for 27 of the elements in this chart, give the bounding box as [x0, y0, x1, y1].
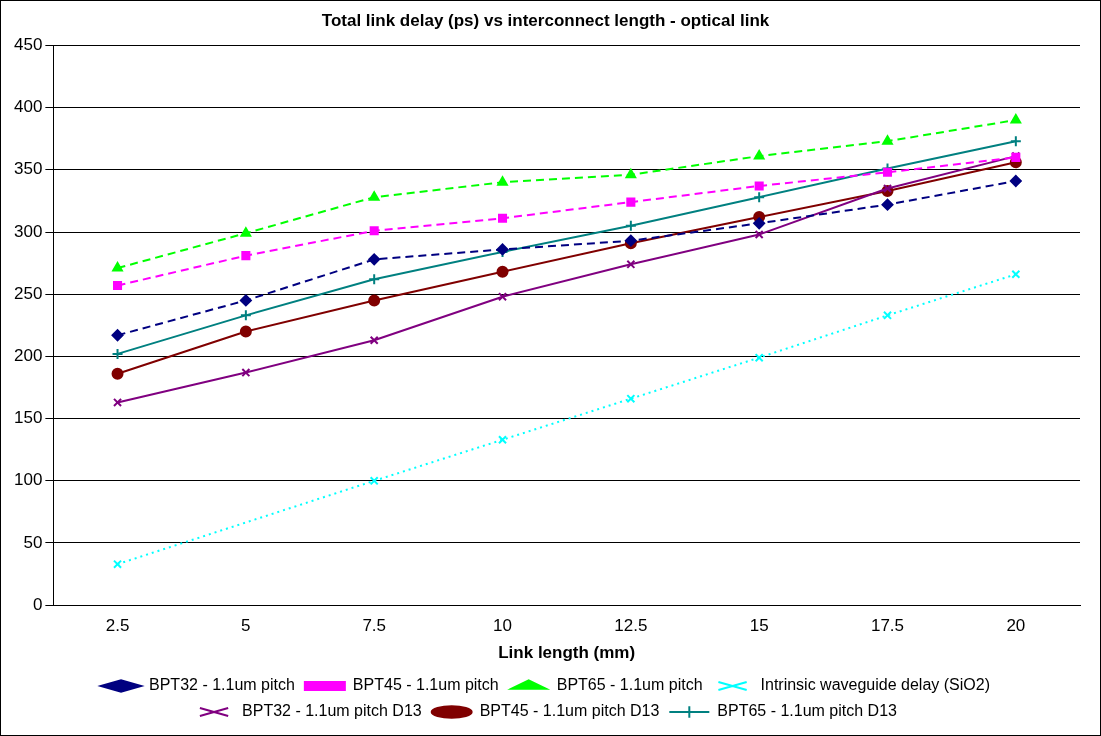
x-tick-label: 10 — [493, 616, 512, 636]
x-tick-label: 2.5 — [105, 616, 130, 636]
y-tick-label: 350 — [13, 159, 43, 179]
x-tick-label: 20 — [1006, 616, 1026, 636]
y-tick-label: 400 — [13, 97, 43, 117]
legend-label: BPT45 - 1.1um pitch — [352, 676, 499, 694]
x-tick-label: 17.5 — [870, 616, 905, 636]
legend-label: BPT32 - 1.1um pitch — [149, 676, 295, 694]
legend-label: BPT65 - 1.1um pitch — [556, 676, 703, 694]
x-tick-label: 7.5 — [362, 616, 387, 636]
legend-label: BPT65 - 1.1um pitch D13 — [717, 702, 898, 720]
y-tick-label: 150 — [13, 408, 43, 428]
x-tick-label: 12.5 — [614, 616, 648, 636]
y-tick-label: 100 — [13, 470, 43, 490]
y-tick-label: 250 — [13, 283, 43, 303]
legend-label: BPT32 - 1.1um pitch D13 — [242, 702, 422, 720]
y-tick-label: 300 — [13, 221, 43, 241]
chart-title: Total link delay (ps) vs interconnect length - optical link — [321, 10, 770, 30]
x-axis-title: Link length (mm) — [498, 643, 636, 663]
legend-label: Intrinsic waveguide delay (SiO2) — [760, 676, 990, 694]
y-tick-label: 0 — [32, 594, 43, 614]
y-tick-label: 50 — [23, 532, 43, 552]
x-tick-label: 15 — [749, 616, 769, 636]
y-tick-label: 450 — [13, 35, 43, 55]
y-tick-label: 200 — [13, 346, 43, 366]
x-tick-label: 5 — [241, 616, 251, 636]
legend-label: BPT45 - 1.1um pitch D13 — [479, 702, 660, 720]
